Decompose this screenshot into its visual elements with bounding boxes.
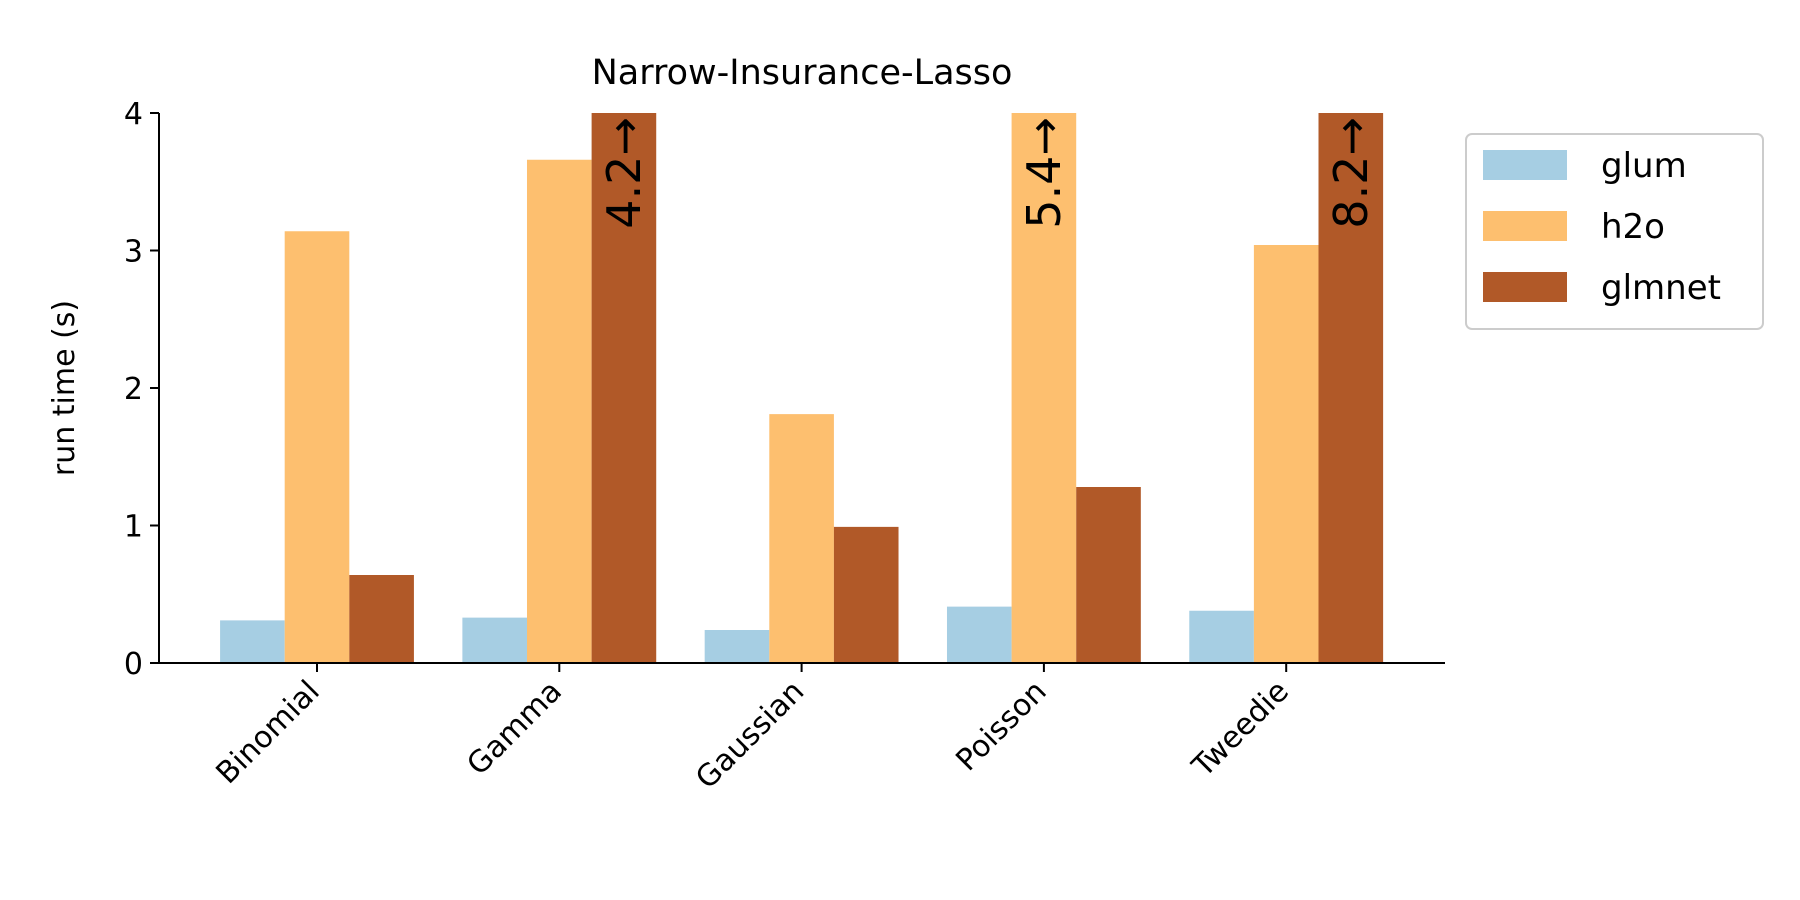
bar xyxy=(1076,487,1141,663)
x-tick-label: Tweedie xyxy=(1185,674,1296,785)
plot-area xyxy=(220,113,1384,663)
value-label: 5.4→ xyxy=(1017,117,1071,229)
x-tick-label: Gaussian xyxy=(689,674,811,796)
bar xyxy=(462,617,527,663)
legend-label: glmnet xyxy=(1601,268,1721,308)
bar xyxy=(1189,610,1254,663)
bar xyxy=(1253,245,1319,663)
x-tick-label: Binomial xyxy=(210,674,327,791)
y-tick-label: 0 xyxy=(124,647,143,682)
legend-label: h2o xyxy=(1601,207,1665,247)
bar xyxy=(1318,113,1384,663)
legend-swatch xyxy=(1483,150,1567,180)
legend-swatch xyxy=(1483,272,1567,302)
y-tick-label: 3 xyxy=(124,235,143,270)
y-tick-label: 4 xyxy=(124,97,143,132)
y-axis-label: run time (s) xyxy=(47,300,82,476)
x-tick-label: Poisson xyxy=(949,674,1053,778)
legend-label: glum xyxy=(1601,146,1687,186)
y-tick-label: 1 xyxy=(124,510,143,545)
chart-title: Narrow-Insurance-Lasso xyxy=(592,53,1013,93)
value-label: 4.2→ xyxy=(597,117,651,229)
bar xyxy=(704,630,770,663)
legend-swatch xyxy=(1483,211,1567,241)
x-tick-label: Gamma xyxy=(460,674,569,783)
bar xyxy=(220,620,285,663)
bar xyxy=(284,231,350,663)
bar xyxy=(591,113,657,663)
bar xyxy=(946,606,1012,663)
value-label: 8.2→ xyxy=(1324,117,1378,229)
y-tick-label: 2 xyxy=(124,372,143,407)
bar xyxy=(1011,113,1077,663)
bar xyxy=(526,159,592,663)
bar xyxy=(769,414,834,663)
bar xyxy=(349,575,414,663)
bar xyxy=(833,526,899,663)
